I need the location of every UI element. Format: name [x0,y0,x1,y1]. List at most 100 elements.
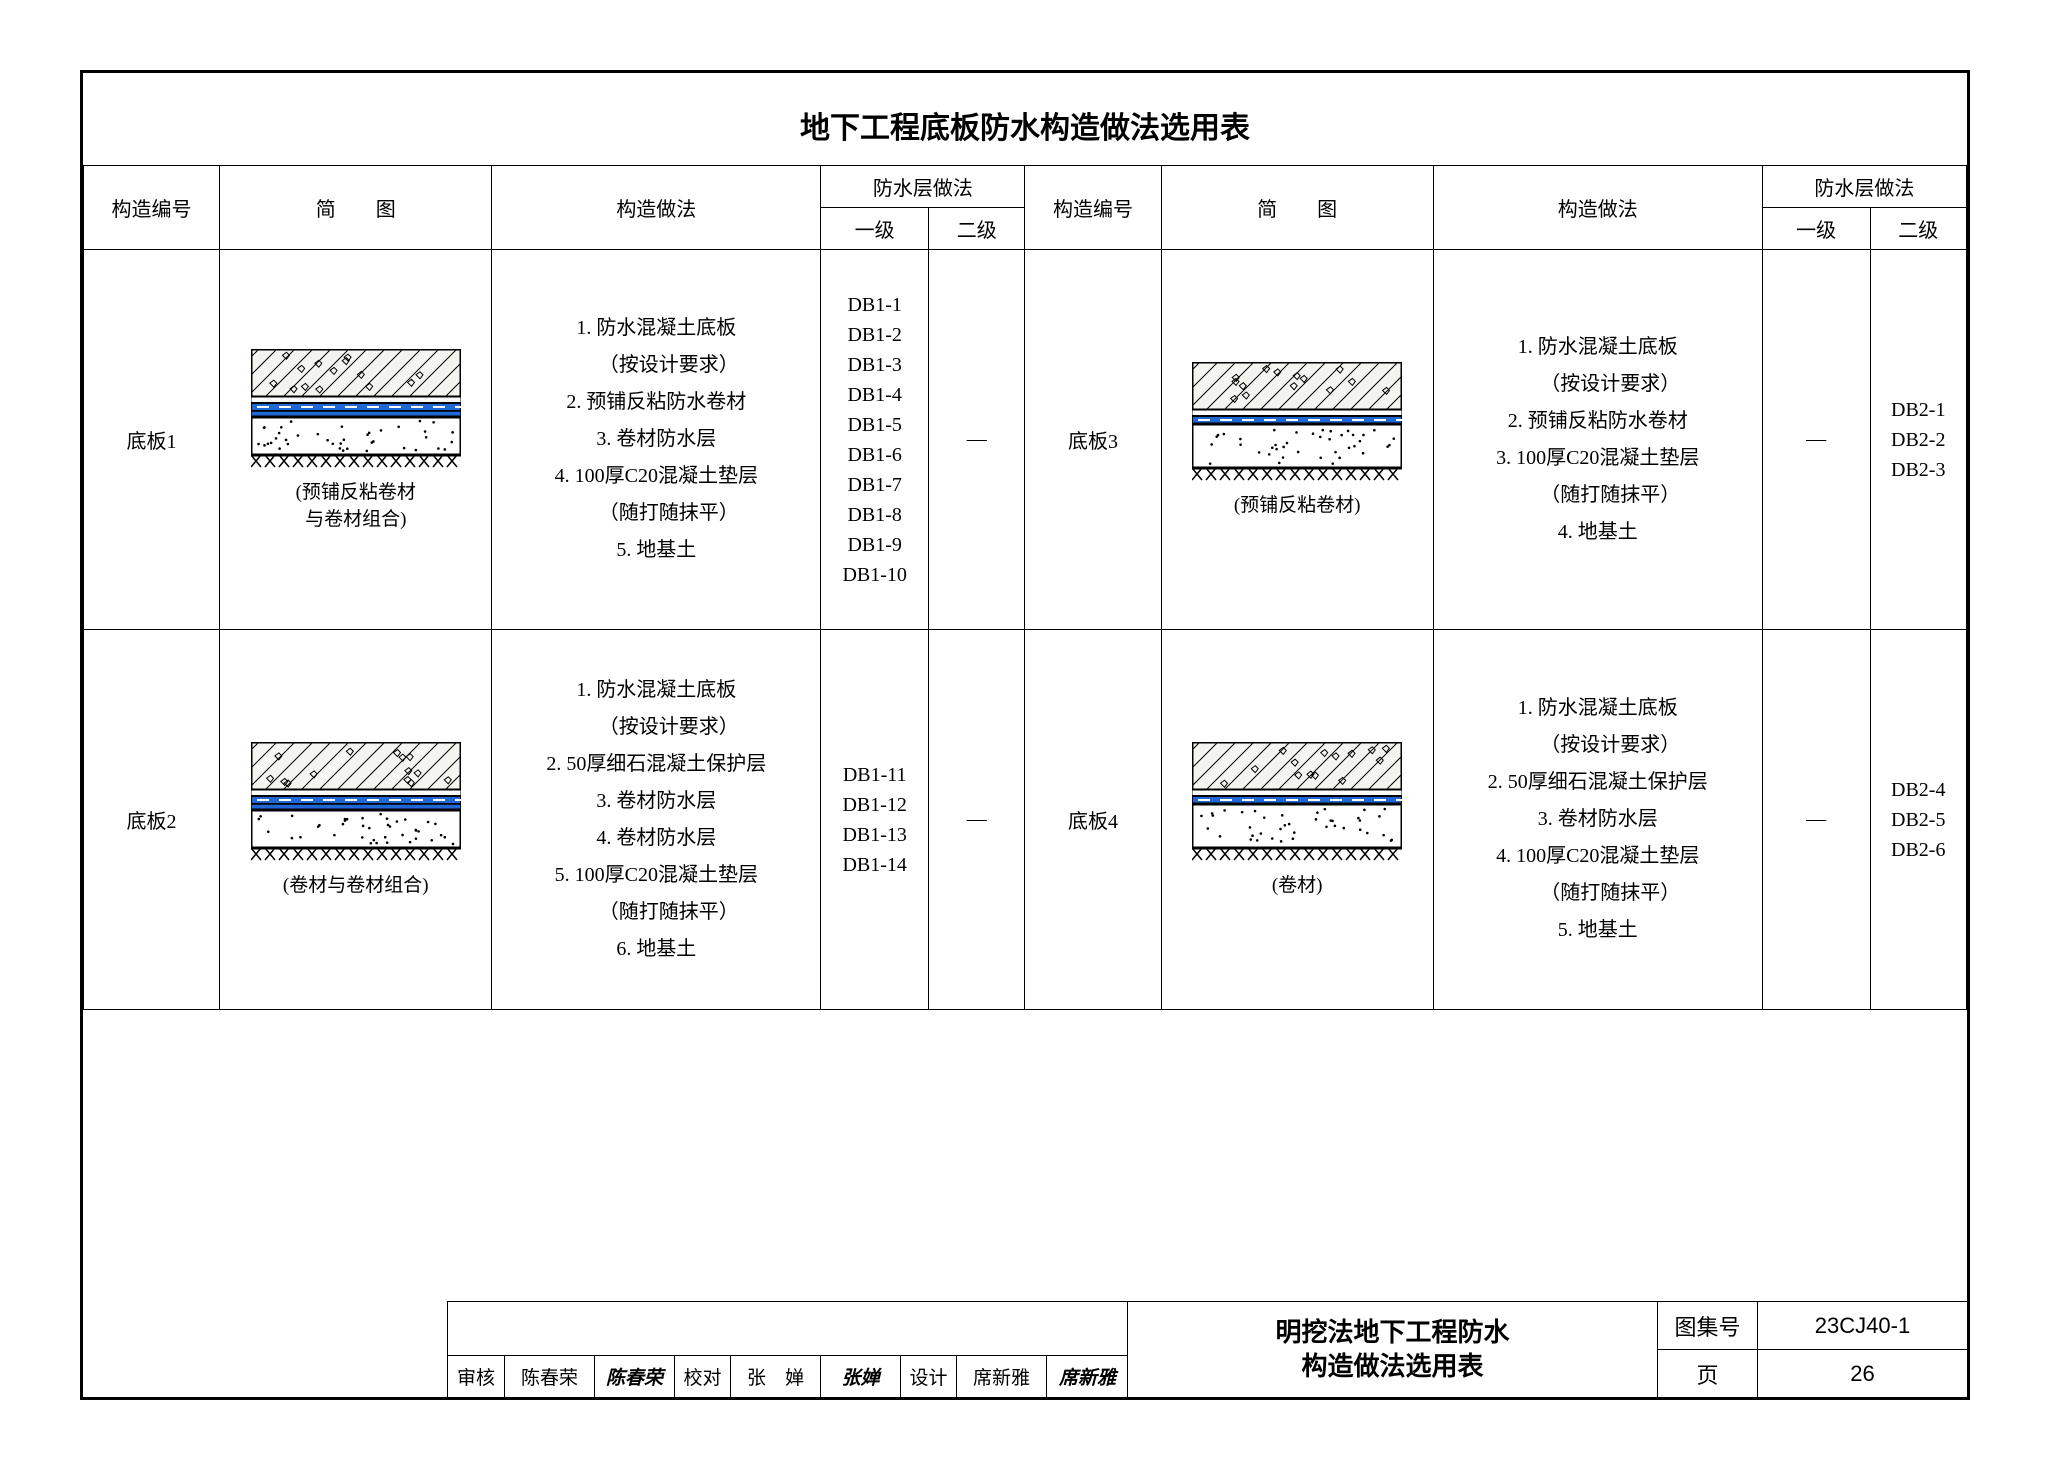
check-sig: 张婵 [820,1356,900,1397]
drawing-title-l1: 明挖法地下工程防水 [1275,1316,1509,1350]
wp-level1: — [1762,630,1870,1010]
hdr-wp: 防水层做法 [821,166,1025,208]
title-block: 审核 陈春荣 陈春荣 校对 张 婵 张婵 设计 席新雅 席新雅 明挖法地下工程防… [447,1301,1967,1397]
diagram-caption: (预铺反粘卷材与卷材组合) [224,477,487,531]
construction-id: 底板1 [84,250,220,630]
method-line: （按设计要求） [1438,366,1758,403]
construction-id: 底板4 [1025,630,1161,1010]
wp-code: DB1-14 [825,850,924,880]
construction-id: 底板3 [1025,250,1161,630]
wp-level2: — [929,630,1025,1010]
method-line: 3. 卷材防水层 [496,783,816,820]
hdr-id-r: 构造编号 [1025,166,1161,250]
section-diagram: (卷材) [1161,630,1433,1010]
wp-code: DB1-4 [825,380,924,410]
method-line: 4. 卷材防水层 [496,820,816,857]
design-name: 席新雅 [956,1356,1046,1397]
section-diagram: (预铺反粘卷材) [1161,250,1433,630]
diagram-caption: (卷材与卷材组合) [224,870,487,897]
wp-code: DB1-3 [825,350,924,380]
method-line: （随打随抹平） [496,495,816,532]
construction-method: 1. 防水混凝土底板 （按设计要求）2. 50厚细石混凝土保护层3. 卷材防水层… [1433,630,1762,1010]
wp-level2: DB2-4DB2-5DB2-6 [1870,630,1967,1010]
method-line: （随打随抹平） [1438,875,1758,912]
section-diagram: (卷材与卷材组合) [220,630,492,1010]
method-line: 3. 卷材防水层 [1438,801,1758,838]
wp-code: DB1-8 [825,500,924,530]
wp-level1: — [1762,250,1870,630]
table-row: 底板1(预铺反粘卷材与卷材组合)1. 防水混凝土底板 （按设计要求）2. 预铺反… [84,250,1967,630]
wp-level1: DB1-1DB1-2DB1-3DB1-4DB1-5DB1-6DB1-7DB1-8… [821,250,929,630]
hdr-l1: 一级 [821,208,929,250]
wp-code: DB2-2 [1875,425,1963,455]
method-line: （按设计要求） [496,709,816,746]
selection-table: 构造编号 简 图 构造做法 防水层做法 构造编号 简 图 构造做法 防水层做法 … [83,165,1967,1010]
page-label: 页 [1658,1350,1758,1397]
page-title: 地下工程底板防水构造做法选用表 [83,73,1967,165]
wp-code: DB1-7 [825,470,924,500]
method-line: 5. 地基土 [1438,912,1758,949]
wp-code: DB1-9 [825,530,924,560]
method-line: （按设计要求） [1438,727,1758,764]
method-line: 1. 防水混凝土底板 [496,672,816,709]
wp-code: DB1-12 [825,790,924,820]
diagram-caption: (卷材) [1166,870,1429,897]
page-frame: 地下工程底板防水构造做法选用表 构造编号 简 图 构造做法 防水层做法 构造编号… [80,70,1970,1400]
wp-level2: DB2-1DB2-2DB2-3 [1870,250,1967,630]
check-name: 张 婵 [730,1356,820,1397]
construction-method: 1. 防水混凝土底板 （按设计要求）2. 预铺反粘防水卷材3. 100厚C20混… [1433,250,1762,630]
wp-level1: DB1-11DB1-12DB1-13DB1-14 [821,630,929,1010]
title-block-right: 图集号 23CJ40-1 页 26 [1657,1302,1967,1397]
method-line: 2. 预铺反粘防水卷材 [1438,403,1758,440]
wp-code: DB1-10 [825,560,924,590]
review-label: 审核 [448,1356,504,1397]
method-line: 4. 地基土 [1438,514,1758,551]
wp-code: DB1-2 [825,320,924,350]
method-line: 2. 预铺反粘防水卷材 [496,384,816,421]
design-label: 设计 [900,1356,956,1397]
hdr-id: 构造编号 [84,166,220,250]
construction-id: 底板2 [84,630,220,1010]
hdr-diagram: 简 图 [220,166,492,250]
wp-code: DB2-1 [1875,395,1963,425]
wp-code: DB1-11 [825,760,924,790]
signature-row: 审核 陈春荣 陈春荣 校对 张 婵 张婵 设计 席新雅 席新雅 [448,1355,1128,1397]
drawing-title: 明挖法地下工程防水 构造做法选用表 [1127,1302,1657,1397]
table-row: 底板2(卷材与卷材组合)1. 防水混凝土底板 （按设计要求）2. 50厚细石混凝… [84,630,1967,1010]
diagram-caption: (预铺反粘卷材) [1166,490,1429,517]
drawing-title-l2: 构造做法选用表 [1301,1350,1483,1384]
construction-method: 1. 防水混凝土底板 （按设计要求）2. 预铺反粘防水卷材3. 卷材防水层4. … [492,250,821,630]
design-sig: 席新雅 [1046,1356,1128,1397]
section-diagram: (预铺反粘卷材与卷材组合) [220,250,492,630]
hdr-wp-r: 防水层做法 [1762,166,1966,208]
method-line: 2. 50厚细石混凝土保护层 [1438,764,1758,801]
wp-code: DB2-5 [1875,805,1963,835]
hdr-l1-r: 一级 [1762,208,1870,250]
method-line: 2. 50厚细石混凝土保护层 [496,746,816,783]
hdr-method: 构造做法 [492,166,821,250]
set-label: 图集号 [1658,1302,1758,1349]
method-line: 4. 100厚C20混凝土垫层 [496,458,816,495]
method-line: （按设计要求） [496,347,816,384]
method-line: （随打随抹平） [1438,477,1758,514]
wp-code: DB1-6 [825,440,924,470]
method-line: （随打随抹平） [496,894,816,931]
wp-code: DB2-6 [1875,835,1963,865]
method-line: 3. 卷材防水层 [496,421,816,458]
hdr-l2: 二级 [929,208,1025,250]
hdr-l2-r: 二级 [1870,208,1967,250]
method-line: 5. 100厚C20混凝土垫层 [496,857,816,894]
wp-code: DB1-13 [825,820,924,850]
hdr-method-r: 构造做法 [1433,166,1762,250]
page-value: 26 [1758,1350,1967,1397]
wp-code: DB1-1 [825,290,924,320]
review-name: 陈春荣 [504,1356,594,1397]
method-line: 5. 地基土 [496,532,816,569]
method-line: 1. 防水混凝土底板 [496,310,816,347]
check-label: 校对 [674,1356,730,1397]
method-line: 6. 地基土 [496,931,816,968]
wp-level2: — [929,250,1025,630]
set-value: 23CJ40-1 [1758,1302,1967,1349]
wp-code: DB1-5 [825,410,924,440]
review-sig: 陈春荣 [594,1356,674,1397]
